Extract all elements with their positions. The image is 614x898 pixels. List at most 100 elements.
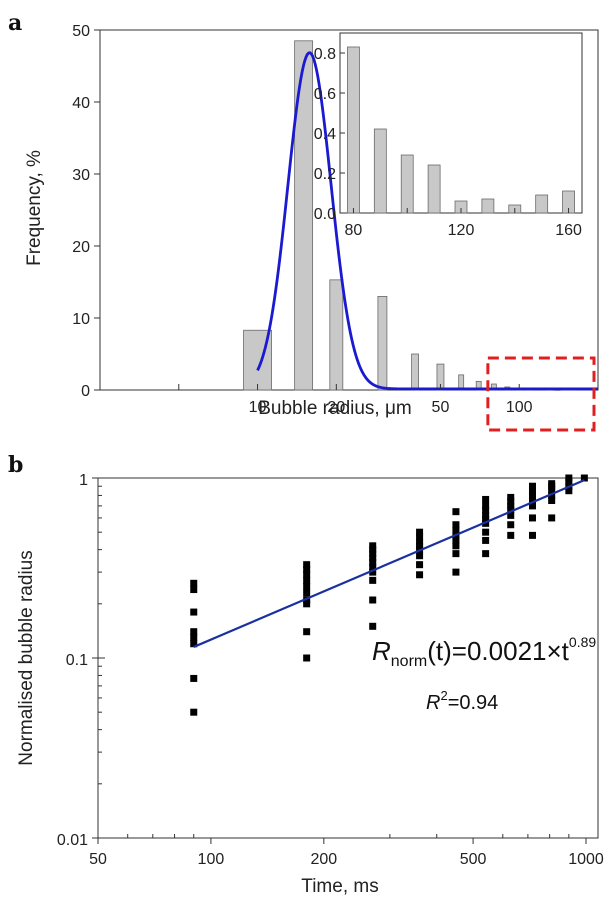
data-point: [452, 527, 460, 535]
data-point: [303, 566, 311, 574]
data-point: [565, 487, 573, 495]
highlight-box: [486, 356, 596, 432]
r-squared-value: =0.94: [448, 692, 499, 714]
histogram-bar: [411, 353, 419, 391]
data-point: [190, 633, 198, 641]
data-point: [190, 640, 198, 648]
inset-bars: [347, 46, 575, 214]
y-tick-label: 0.1: [66, 652, 88, 669]
data-point: [369, 550, 377, 558]
data-point: [548, 486, 556, 494]
data-point: [416, 528, 424, 536]
data-point: [528, 491, 536, 499]
fit-equation: Rnorm(t)=0.0021×t0.89: [372, 634, 596, 670]
x-tick-label: 100: [506, 399, 533, 416]
data-point: [482, 495, 490, 503]
y-tick-label: 20: [72, 239, 90, 256]
data-point: [548, 496, 556, 504]
data-point: [369, 568, 377, 576]
data-point: [528, 502, 536, 510]
equation-subscript: norm: [391, 653, 427, 670]
data-point: [482, 550, 490, 558]
y-tick-label: 50: [72, 23, 90, 40]
inset-ticks: 0.0 0.2 0.4 0.6 0.8 80 120 160: [314, 46, 582, 239]
x-tick-label: 50: [432, 399, 450, 416]
scatter-y-axis-label: Normalised bubble radius: [16, 550, 37, 765]
data-point: [303, 589, 311, 597]
x-tick-label: 50: [89, 851, 107, 868]
r-squared-sup: 2: [440, 688, 447, 703]
data-point: [303, 571, 311, 579]
x-tick-label: 500: [460, 851, 487, 868]
data-point: [369, 622, 377, 630]
data-point: [482, 502, 490, 510]
x-tick-label: 200: [310, 851, 337, 868]
data-point: [452, 536, 460, 544]
data-point: [482, 528, 490, 536]
data-point: [303, 600, 311, 608]
data-point: [416, 533, 424, 541]
histogram-x-axis-label: Bubble radius, μm: [258, 398, 412, 419]
data-point: [303, 596, 311, 604]
histogram-bar: [377, 295, 388, 391]
data-point: [507, 521, 515, 529]
data-point: [528, 531, 536, 539]
y-tick-label: 0.01: [57, 832, 88, 849]
power-law-fit-line: [193, 479, 585, 648]
x-tick-label: 10: [249, 399, 267, 416]
data-point: [482, 506, 490, 514]
data-point: [528, 487, 536, 495]
histogram-bar: [329, 279, 344, 391]
inset-bar: [427, 164, 441, 214]
data-point: [565, 474, 573, 482]
data-point: [416, 552, 424, 560]
histogram-y-axis-label: Frequency, %: [24, 150, 45, 266]
data-point: [565, 478, 573, 486]
data-point: [528, 514, 536, 522]
r-squared-label: R2=0.94: [426, 688, 498, 714]
data-point: [190, 608, 198, 616]
data-point: [303, 628, 311, 636]
scatter-x-axis-label: Time, ms: [301, 876, 378, 897]
data-point: [548, 482, 556, 490]
y-tick-label: 40: [72, 95, 90, 112]
equation-lhs: R: [372, 636, 391, 666]
data-point: [190, 586, 198, 594]
equation-rhs: =0.0021×t: [452, 636, 570, 666]
data-point: [548, 491, 556, 499]
scatter-points: [190, 474, 588, 716]
data-point: [452, 542, 460, 550]
x-tick-label: 1000: [568, 851, 604, 868]
data-point: [482, 515, 490, 523]
data-point: [452, 550, 460, 558]
histogram-frame: [99, 29, 599, 391]
inset-x-tick-label: 80: [345, 222, 363, 239]
inset-bar: [535, 194, 549, 214]
equation-argument: (t): [427, 636, 452, 666]
inset-bar: [347, 46, 360, 214]
r-squared-base: R: [426, 692, 440, 714]
scatter-ticks: 0.01 0.1 1 50 100 200 500 1000: [57, 472, 604, 868]
data-point: [507, 493, 515, 501]
inset-chart: 0.0 0.2 0.4 0.6 0.8 80 120 160: [314, 32, 583, 239]
histogram-ticks: 0 10 20 30 40 50 10 20 50 100: [72, 23, 599, 416]
data-point: [190, 708, 198, 716]
data-point: [190, 674, 198, 682]
data-point: [369, 554, 377, 562]
inset-x-tick-label: 120: [448, 222, 475, 239]
data-point: [548, 514, 556, 522]
data-point: [528, 482, 536, 490]
data-point: [507, 531, 515, 539]
x-tick-label: 100: [198, 851, 225, 868]
y-tick-label: 1: [79, 472, 88, 489]
data-point: [369, 542, 377, 550]
inset-y-tick-label: 0.4: [314, 126, 336, 143]
inset-y-tick-label: 0.2: [314, 166, 336, 183]
panel-label-a: a: [8, 10, 22, 36]
inset-y-tick-label: 0.0: [314, 206, 336, 223]
lognormal-fit-curve: [256, 51, 598, 391]
panel-label-b: b: [8, 452, 23, 478]
data-point: [482, 536, 490, 544]
y-tick-label: 30: [72, 167, 90, 184]
inset-bar: [373, 128, 387, 214]
